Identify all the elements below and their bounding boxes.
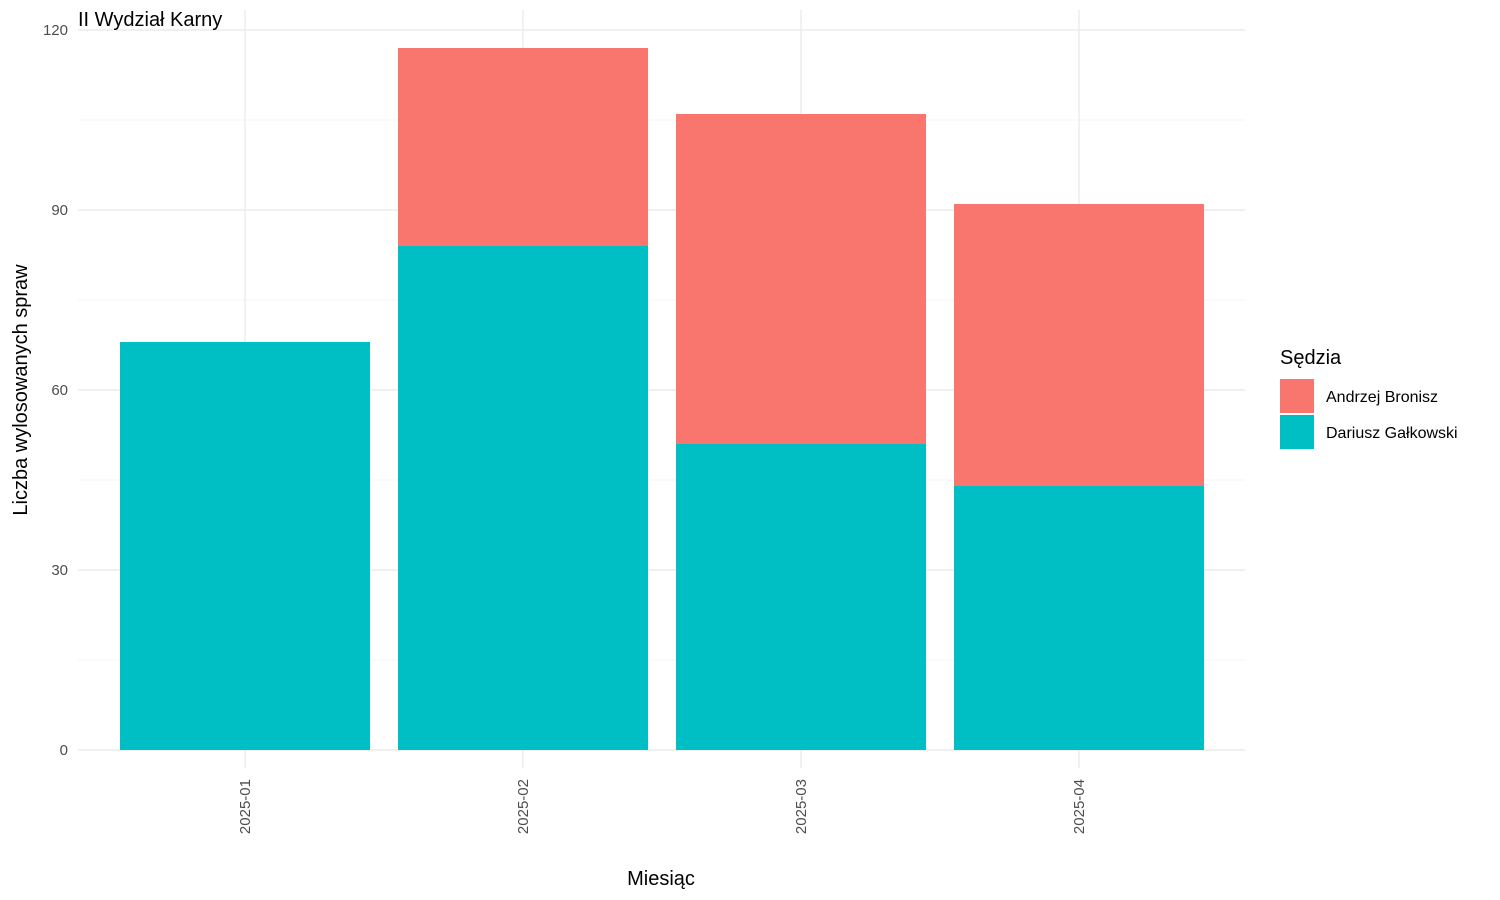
y-tick-label: 90 xyxy=(51,202,68,219)
legend-label: Andrzej Bronisz xyxy=(1326,389,1438,406)
legend-label: Dariusz Gałkowski xyxy=(1326,425,1458,442)
y-axis-title: Liczba wylosowanych spraw xyxy=(10,264,32,516)
chart-title: II Wydział Karny xyxy=(78,9,222,31)
legend: Sędzia Andrzej Bronisz Dariusz Gałkowski xyxy=(1280,347,1458,449)
legend-key xyxy=(1280,415,1314,449)
x-tick-label: 2025-02 xyxy=(515,779,532,834)
y-tick-label: 60 xyxy=(51,382,68,399)
legend-title: Sędzia xyxy=(1280,347,1342,369)
y-tick-label: 30 xyxy=(51,562,68,579)
bar-segment-2025-04-s0 xyxy=(954,486,1204,750)
y-tick-label: 120 xyxy=(43,22,68,39)
y-tick-label: 0 xyxy=(60,742,68,759)
bar-segment-2025-03-s0 xyxy=(676,444,926,750)
bar-segment-2025-01-s0 xyxy=(120,342,370,750)
x-tick-label: 2025-04 xyxy=(1071,779,1088,834)
y-axis-ticks: 0 30 60 90 120 xyxy=(43,22,68,759)
x-axis-ticks: 2025-01 2025-02 2025-03 2025-04 xyxy=(237,779,1088,834)
x-axis-title: Miesiąc xyxy=(627,868,695,890)
bar-segment-2025-03-s1 xyxy=(676,114,926,444)
bar-segment-2025-02-s1 xyxy=(398,48,648,246)
x-tick-label: 2025-03 xyxy=(793,779,810,834)
bar-segment-2025-04-s1 xyxy=(954,204,1204,486)
x-tick-label: 2025-01 xyxy=(237,779,254,834)
bars xyxy=(120,48,1204,750)
bar-segment-2025-02-s0 xyxy=(398,246,648,750)
legend-key xyxy=(1280,379,1314,413)
